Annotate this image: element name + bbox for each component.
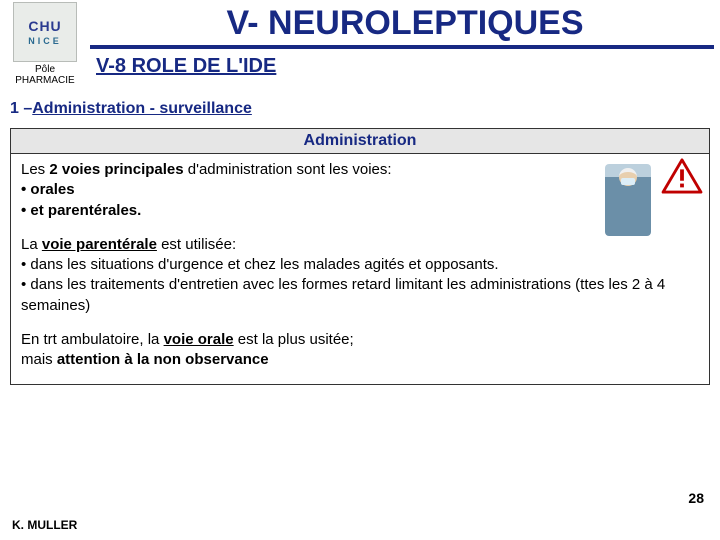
logo-line2: NICE (28, 36, 62, 46)
p1-c: d'administration sont les voies: (184, 161, 392, 178)
section-heading: 1 –Administration - surveillance (10, 100, 720, 118)
p3-e: attention à la non observance (57, 351, 269, 368)
author: K. MULLER (12, 518, 77, 532)
p1-bullet-1: • orales (21, 181, 75, 198)
header: CHU NICE Pôle PHARMACIE V- NEUROLEPTIQUE… (0, 0, 720, 86)
page-title: V- NEUROLEPTIQUES (90, 4, 720, 45)
section-text: Administration - surveillance (32, 100, 252, 117)
section-number: 1 – (10, 100, 32, 117)
p3-d: mais (21, 351, 57, 368)
subtitle: V-8 ROLE DE L'IDE (90, 55, 720, 78)
paragraph-2: La voie parentérale est utilisée: • dans… (21, 235, 699, 316)
nurse-icon (605, 164, 651, 236)
p1-a: Les (21, 161, 49, 178)
title-area: V- NEUROLEPTIQUES V-8 ROLE DE L'IDE (90, 0, 720, 78)
logo-dept: Pôle PHARMACIE (15, 64, 74, 86)
paragraph-1: Les 2 voies principales d'administration… (21, 160, 699, 221)
title-rule (90, 45, 714, 49)
warning-icon (661, 158, 703, 194)
logo-line1: CHU (28, 18, 61, 34)
page-number: 28 (688, 490, 704, 506)
p2-a: La (21, 236, 42, 253)
p2-l1: • dans les situations d'urgence et chez … (21, 256, 499, 273)
p2-b: voie parentérale (42, 236, 157, 253)
p1-bullet-2: • et parentérales. (21, 202, 141, 219)
logo-icon: CHU NICE (13, 2, 77, 62)
p3-c: est la plus usitée; (234, 331, 354, 348)
p3-a: En trt ambulatoire, la (21, 331, 164, 348)
logo-block: CHU NICE Pôle PHARMACIE (0, 0, 90, 86)
p2-l2: • dans les traitements d'entretien avec … (21, 276, 665, 313)
admin-box-title: Administration (11, 129, 709, 154)
admin-box: Administration Les 2 voies principales d… (10, 128, 710, 385)
logo-dept-2: PHARMACIE (15, 75, 74, 86)
p2-c: est utilisée: (157, 236, 236, 253)
admin-box-body: Les 2 voies principales d'administration… (11, 154, 709, 384)
paragraph-3: En trt ambulatoire, la voie orale est la… (21, 330, 699, 371)
p3-b: voie orale (164, 331, 234, 348)
p1-b: 2 voies principales (49, 161, 183, 178)
logo-dept-1: Pôle (15, 64, 74, 75)
